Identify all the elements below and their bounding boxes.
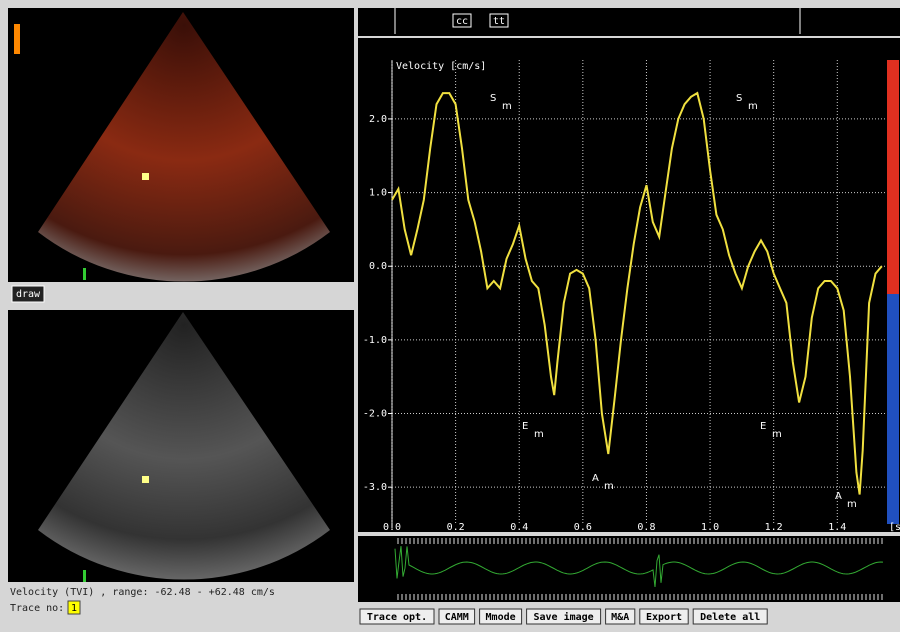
trace-number: 1: [71, 603, 77, 614]
app-window: draw Velocity (TVI) , range: -62.48 - +6…: [0, 0, 900, 632]
annotation-subscript: m: [772, 429, 782, 440]
x-tick-label: 0.2: [447, 522, 465, 533]
annotation: A: [835, 491, 842, 502]
x-tick-label: 1.4: [828, 522, 846, 533]
annotation-subscript: m: [604, 481, 614, 492]
annotation-subscript: m: [502, 101, 512, 112]
chart-panel: [358, 38, 900, 532]
ecg-marker: [83, 268, 86, 280]
x-tick-label: 1.0: [701, 522, 719, 533]
color-scale: [14, 24, 20, 54]
annotation: S: [490, 93, 496, 104]
top-button-label: tt: [493, 16, 505, 27]
ecg-marker: [83, 570, 86, 582]
action-button-label: Delete all: [700, 612, 760, 623]
action-button-label: CAMM: [445, 612, 469, 623]
y-tick-label: -3.0: [363, 482, 387, 493]
x-tick-label: 1.2: [765, 522, 783, 533]
y-axis-label: Velocity [cm/s]: [396, 61, 486, 72]
top-button-label: cc: [456, 16, 468, 27]
x-tick-label: 0.4: [510, 522, 528, 533]
y-tick-label: 2.0: [369, 114, 387, 125]
annotation-subscript: m: [534, 429, 544, 440]
top-bar: [358, 8, 900, 36]
y-tick-label: 1.0: [369, 188, 387, 199]
x-axis-label: [s]: [889, 522, 900, 533]
sample-marker: [142, 173, 149, 180]
y-tick-label: -2.0: [363, 409, 387, 420]
annotation-subscript: m: [847, 499, 857, 510]
annotation-subscript: m: [748, 101, 758, 112]
annotation: E: [522, 421, 528, 432]
y-tick-label: -1.0: [363, 335, 387, 346]
action-button-label: Mmode: [486, 612, 516, 623]
y-tick-label: 0.0: [369, 261, 387, 272]
trace-overview: [358, 536, 900, 602]
x-tick-label: 0.8: [637, 522, 655, 533]
annotation: E: [760, 421, 766, 432]
action-button-label: Save image: [533, 611, 593, 623]
x-tick-label: 0.0: [383, 522, 401, 533]
x-tick-label: 0.6: [574, 522, 592, 533]
sample-marker: [142, 476, 149, 483]
trace-label: Trace no:: [10, 603, 64, 614]
negative-bar: [887, 294, 899, 524]
draw-button-label: draw: [16, 289, 41, 300]
annotation: S: [736, 93, 742, 104]
annotation: A: [592, 473, 599, 484]
velocity-info: Velocity (TVI) , range: -62.48 - +62.48 …: [10, 587, 275, 598]
positive-bar: [887, 60, 899, 294]
action-button-label: Export: [646, 612, 682, 623]
action-button-label: M&A: [611, 612, 629, 623]
action-button-label: Trace opt.: [367, 612, 427, 623]
